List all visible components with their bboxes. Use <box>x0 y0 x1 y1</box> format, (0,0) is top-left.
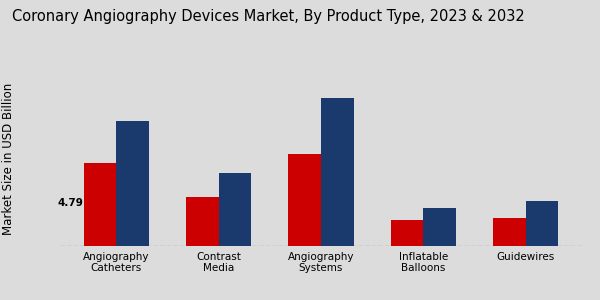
Bar <box>116 121 149 246</box>
Bar <box>186 197 218 246</box>
Text: 4.79: 4.79 <box>58 198 83 208</box>
Bar <box>493 218 526 246</box>
Bar <box>391 220 424 246</box>
Bar <box>321 98 354 246</box>
Bar <box>424 208 456 246</box>
Bar <box>218 173 251 246</box>
Bar <box>83 163 116 246</box>
Bar <box>288 154 321 246</box>
Text: Coronary Angiography Devices Market, By Product Type, 2023 & 2032: Coronary Angiography Devices Market, By … <box>12 9 525 24</box>
Text: Market Size in USD Billion: Market Size in USD Billion <box>2 83 16 235</box>
Bar <box>526 201 559 246</box>
